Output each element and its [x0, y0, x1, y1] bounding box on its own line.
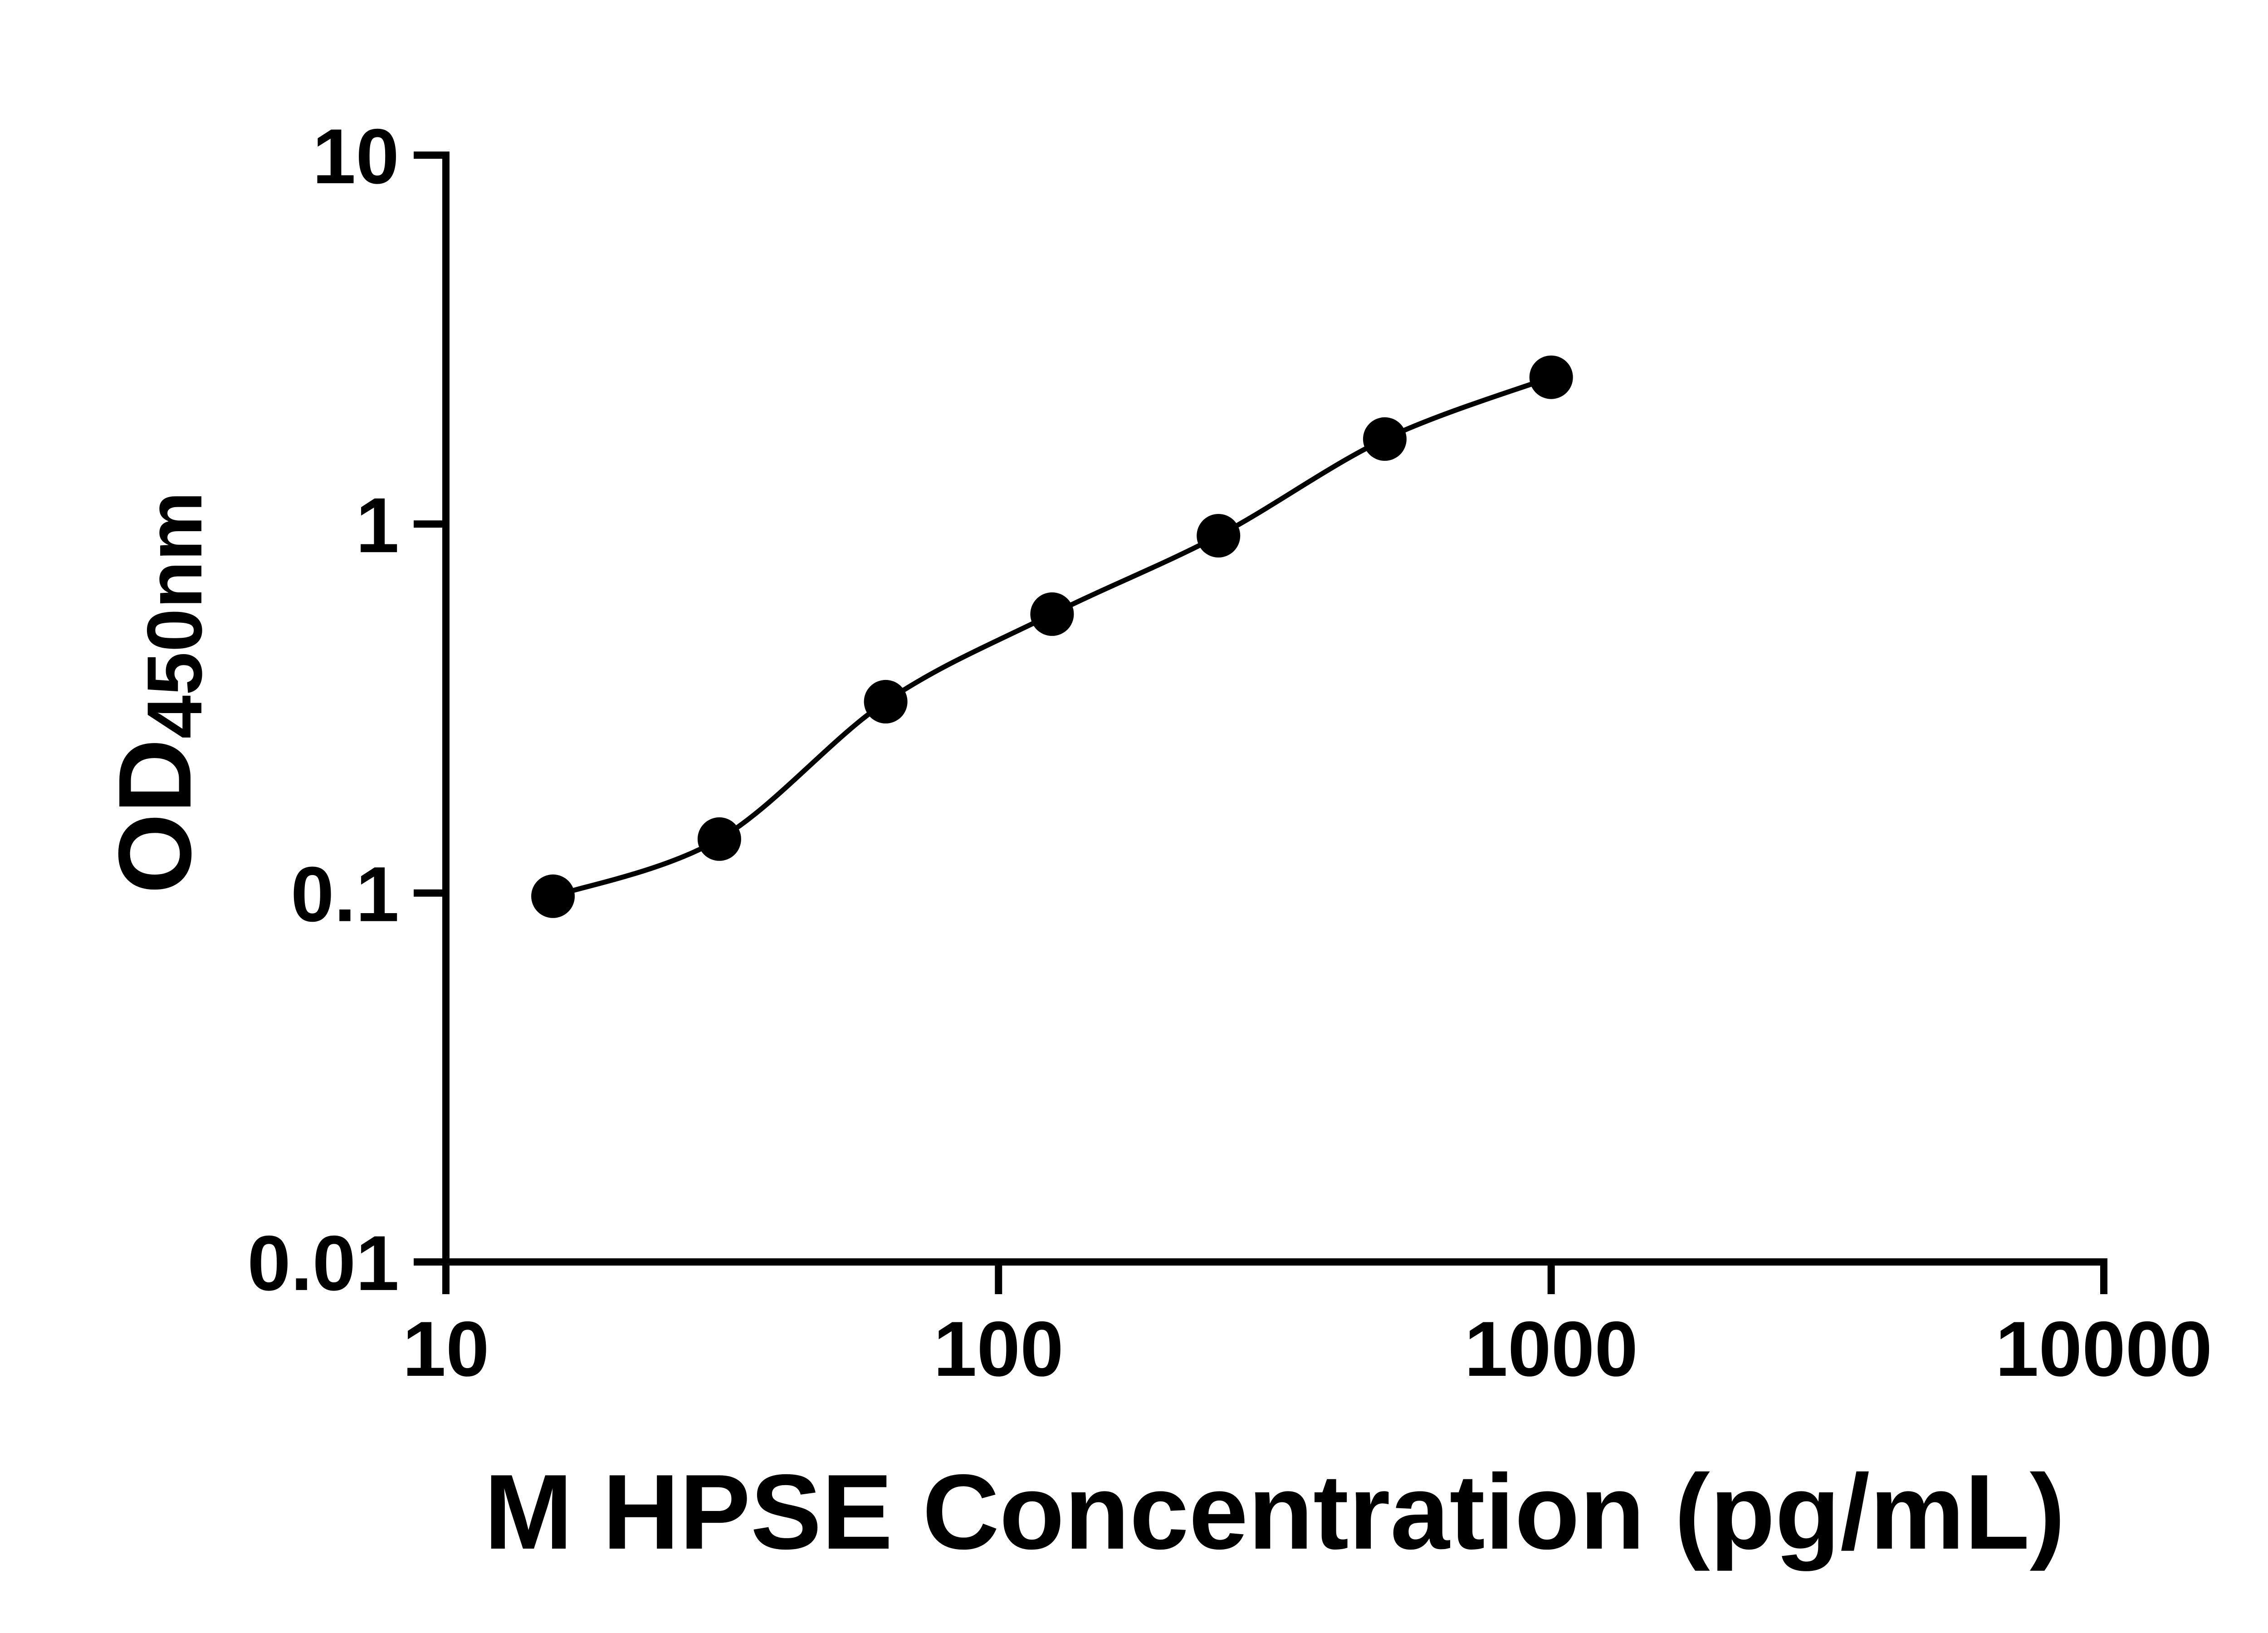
- y-tick-label: 10: [313, 113, 399, 200]
- y-tick-label: 0.01: [247, 1220, 399, 1307]
- data-point-marker: [1030, 592, 1074, 636]
- x-axis-title: M HPSE Concentration (pg/mL): [484, 1452, 2065, 1571]
- data-point-marker: [1197, 514, 1241, 557]
- data-point-marker: [697, 817, 741, 861]
- x-tick-label: 1000: [1464, 1305, 1638, 1393]
- standard-curve-line: [552, 375, 1552, 899]
- axis-frame: [442, 152, 2107, 1266]
- y-axis-title: OD450nm: [98, 492, 218, 894]
- y-tick-label: 0.1: [291, 851, 399, 938]
- x-tick-label: 100: [934, 1305, 1064, 1393]
- x-tick-label: 10000: [1995, 1305, 2212, 1393]
- data-point-marker: [531, 874, 575, 918]
- y-axis-title-main: OD: [98, 738, 213, 894]
- data-point-marker: [864, 680, 908, 724]
- data-point-marker: [1529, 355, 1573, 399]
- y-tick-label: 1: [356, 482, 399, 569]
- y-axis-title-subscript: 450nm: [131, 491, 219, 739]
- x-tick-label: 10: [402, 1305, 489, 1393]
- data-point-marker: [1363, 417, 1407, 461]
